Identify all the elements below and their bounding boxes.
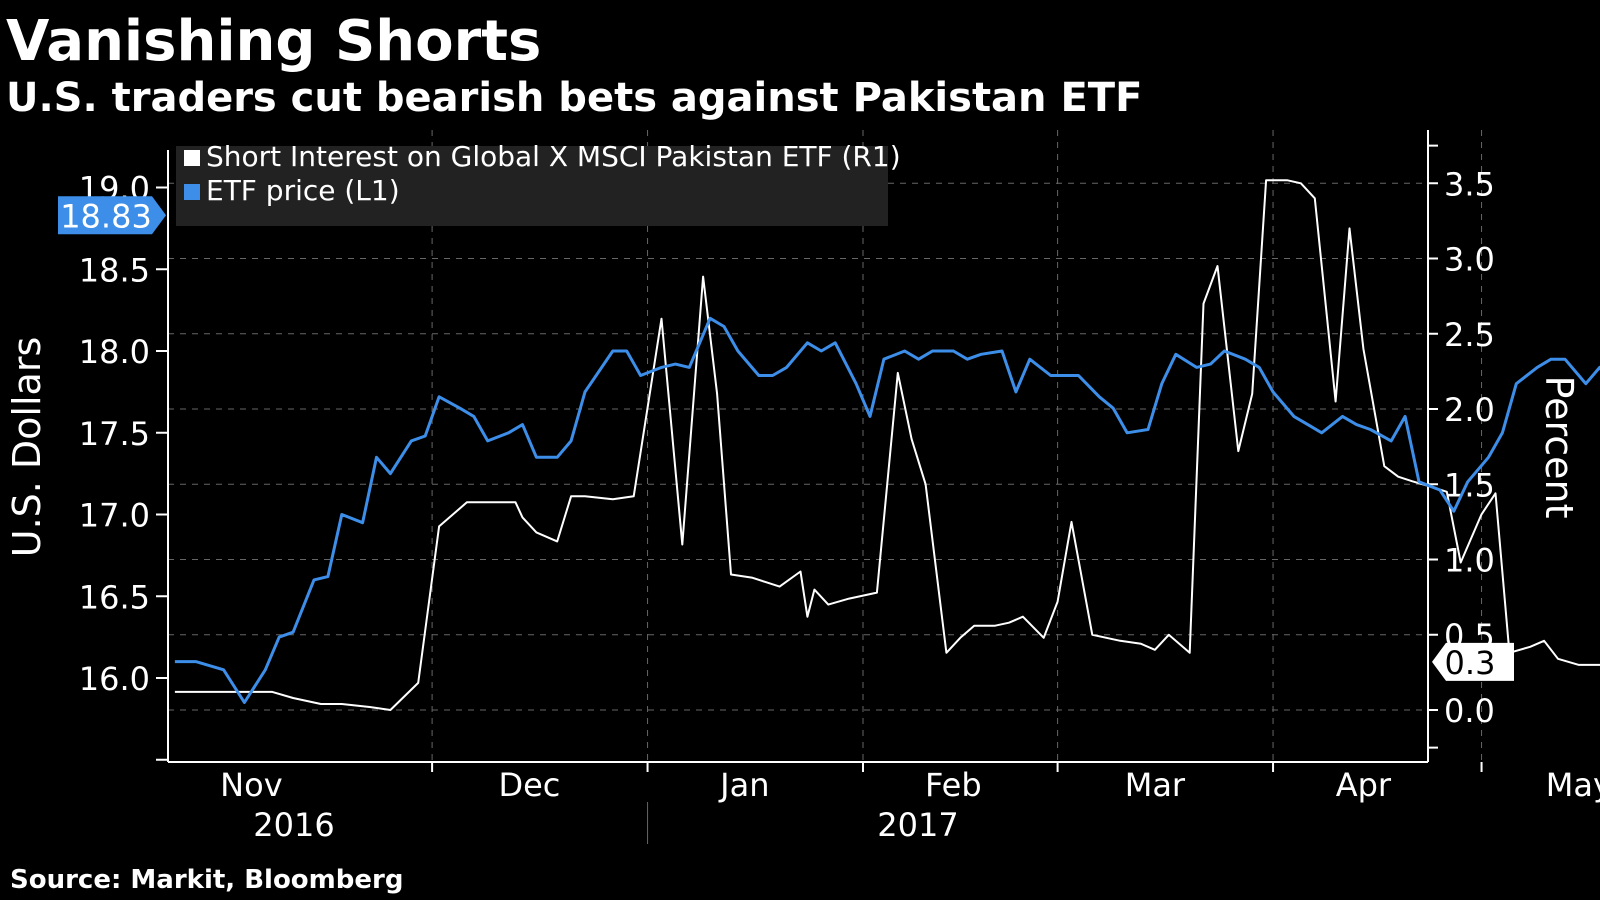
chart-subtitle: U.S. traders cut bearish bets against Pa… bbox=[6, 75, 1143, 121]
right-tick-label: 0.0 bbox=[1444, 692, 1495, 730]
x-month-label: May bbox=[1546, 766, 1600, 804]
x-month-label: Jan bbox=[718, 766, 769, 804]
legend-label: ETF price (L1) bbox=[206, 174, 400, 207]
x-month-label: Mar bbox=[1125, 766, 1186, 804]
chart-title: Vanishing Shorts bbox=[6, 9, 542, 74]
x-month-label: Nov bbox=[220, 766, 282, 804]
last-value-left-label: 18.83 bbox=[60, 197, 152, 235]
x-month-label: Apr bbox=[1336, 766, 1392, 804]
axes: 0.00.51.01.52.02.53.03.516.016.517.017.5… bbox=[5, 130, 1600, 844]
left-tick-label: 18.0 bbox=[79, 333, 150, 371]
x-year-label: 2017 bbox=[877, 806, 958, 844]
legend-label: Short Interest on Global X MSCI Pakistan… bbox=[206, 140, 901, 173]
left-tick-label: 16.0 bbox=[79, 660, 150, 698]
legend: Short Interest on Global X MSCI Pakistan… bbox=[176, 140, 901, 226]
x-year-label: 2016 bbox=[253, 806, 334, 844]
left-tick-label: 17.5 bbox=[79, 415, 150, 453]
last-value-left-tag bbox=[58, 196, 166, 235]
left-tick-label: 17.0 bbox=[79, 497, 150, 535]
y-axis-label-left: U.S. Dollars bbox=[5, 337, 49, 558]
right-tick-label: 2.5 bbox=[1444, 316, 1495, 354]
left-tick-label: 16.5 bbox=[79, 578, 150, 616]
legend-box bbox=[176, 146, 888, 226]
last-value-right-tag bbox=[1432, 642, 1514, 681]
last-value-callouts: 18.83 0.3 bbox=[58, 196, 1514, 682]
series-layer bbox=[174, 179, 1600, 711]
legend-swatch bbox=[184, 184, 200, 200]
right-tick-label: 3.0 bbox=[1444, 241, 1495, 279]
series-line-short-interest bbox=[174, 179, 1600, 711]
right-tick-label: 1.5 bbox=[1444, 466, 1495, 504]
series-line-etf-price bbox=[174, 316, 1600, 704]
x-month-label: Feb bbox=[925, 766, 982, 804]
last-value-right-label: 0.3 bbox=[1445, 644, 1496, 682]
left-tick-label: 18.5 bbox=[79, 251, 150, 289]
right-tick-label: 1.0 bbox=[1444, 542, 1495, 580]
right-tick-label: 3.5 bbox=[1444, 165, 1495, 203]
y-axis-label-right: Percent bbox=[1537, 376, 1581, 519]
x-month-label: Dec bbox=[498, 766, 560, 804]
legend-swatch bbox=[184, 150, 200, 166]
right-tick-label: 2.0 bbox=[1444, 391, 1495, 429]
source-note: Source: Markit, Bloomberg bbox=[10, 865, 404, 895]
